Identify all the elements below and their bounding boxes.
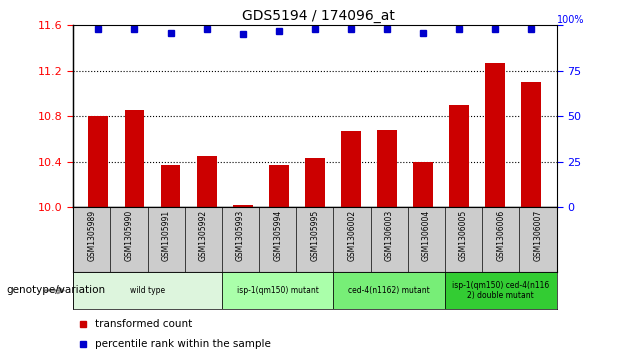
Text: GSM1305992: GSM1305992 [199,210,208,261]
Text: GSM1305993: GSM1305993 [236,210,245,261]
Text: GSM1306002: GSM1306002 [347,210,357,261]
Bar [333,272,445,309]
Text: ced-4(n1162) mutant: ced-4(n1162) mutant [349,286,430,295]
Text: GSM1305989: GSM1305989 [87,210,96,261]
Bar [125,110,144,207]
Bar [341,131,361,207]
Bar [222,272,333,309]
Bar [305,158,325,207]
Text: GSM1305994: GSM1305994 [273,210,282,261]
Text: transformed count: transformed count [95,319,192,329]
Text: wild type: wild type [130,286,165,295]
Text: GSM1306007: GSM1306007 [534,210,543,261]
Bar [449,105,469,207]
Text: percentile rank within the sample: percentile rank within the sample [95,339,271,348]
Text: GSM1306004: GSM1306004 [422,210,431,261]
Text: 100%: 100% [556,15,584,25]
Text: GSM1305990: GSM1305990 [125,210,134,261]
Bar [233,205,252,207]
Text: genotype/variation: genotype/variation [6,285,106,295]
Text: isp-1(qm150) mutant: isp-1(qm150) mutant [237,286,319,295]
Bar [161,165,181,207]
Bar [445,272,556,309]
Text: GDS5194 / 174096_at: GDS5194 / 174096_at [242,9,394,23]
Bar [197,156,216,207]
Bar [413,162,433,207]
Text: GSM1306006: GSM1306006 [496,210,505,261]
Text: isp-1(qm150) ced-4(n116
2) double mutant: isp-1(qm150) ced-4(n116 2) double mutant [452,281,550,300]
Bar [377,130,397,207]
Text: GSM1306003: GSM1306003 [385,210,394,261]
Text: GSM1305995: GSM1305995 [310,210,319,261]
Bar [88,116,108,207]
Bar [485,63,505,207]
Bar [269,165,289,207]
Bar [73,272,222,309]
Bar [522,82,541,207]
Text: GSM1305991: GSM1305991 [162,210,170,261]
Text: GSM1306005: GSM1306005 [459,210,468,261]
